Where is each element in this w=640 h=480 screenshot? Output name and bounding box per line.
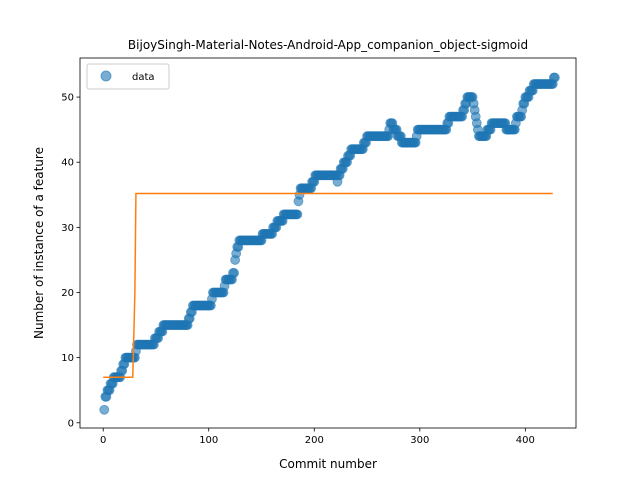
x-tick-label-200: 200 (305, 435, 324, 446)
axes-layer: 0 100 200 300 400 0 10 20 30 40 50 (61, 57, 577, 446)
y-tick-label-20: 20 (61, 288, 74, 299)
chart-title: BijoySingh-Material-Notes-Android-App_co… (128, 38, 528, 52)
y-tick-label-10: 10 (61, 353, 74, 364)
plot-layer (99, 72, 560, 415)
x-tick-label-300: 300 (410, 435, 429, 446)
data-point-183 (292, 209, 303, 220)
x-tick-label-0: 0 (100, 435, 106, 446)
x-axis-label: Commit number (279, 457, 377, 471)
x-tick-label-400: 400 (516, 435, 535, 446)
y-tick-label-30: 30 (61, 223, 74, 234)
y-tick-label-0: 0 (68, 418, 74, 429)
data-point-427 (549, 72, 560, 83)
legend-box (86, 63, 170, 90)
plot-frame (79, 57, 577, 429)
fit-line (103, 192, 553, 378)
legend: data (86, 63, 170, 90)
x-tick-label-100: 100 (199, 435, 218, 446)
y-axis-label: Number of instance of a feature (32, 147, 46, 339)
data-point-123 (229, 268, 239, 278)
y-tick-label-50: 50 (61, 93, 74, 104)
legend-label-data: data (132, 72, 155, 83)
y-tick-label-40: 40 (61, 158, 74, 169)
legend-marker-data (100, 70, 112, 82)
data-point-0 (99, 404, 110, 415)
